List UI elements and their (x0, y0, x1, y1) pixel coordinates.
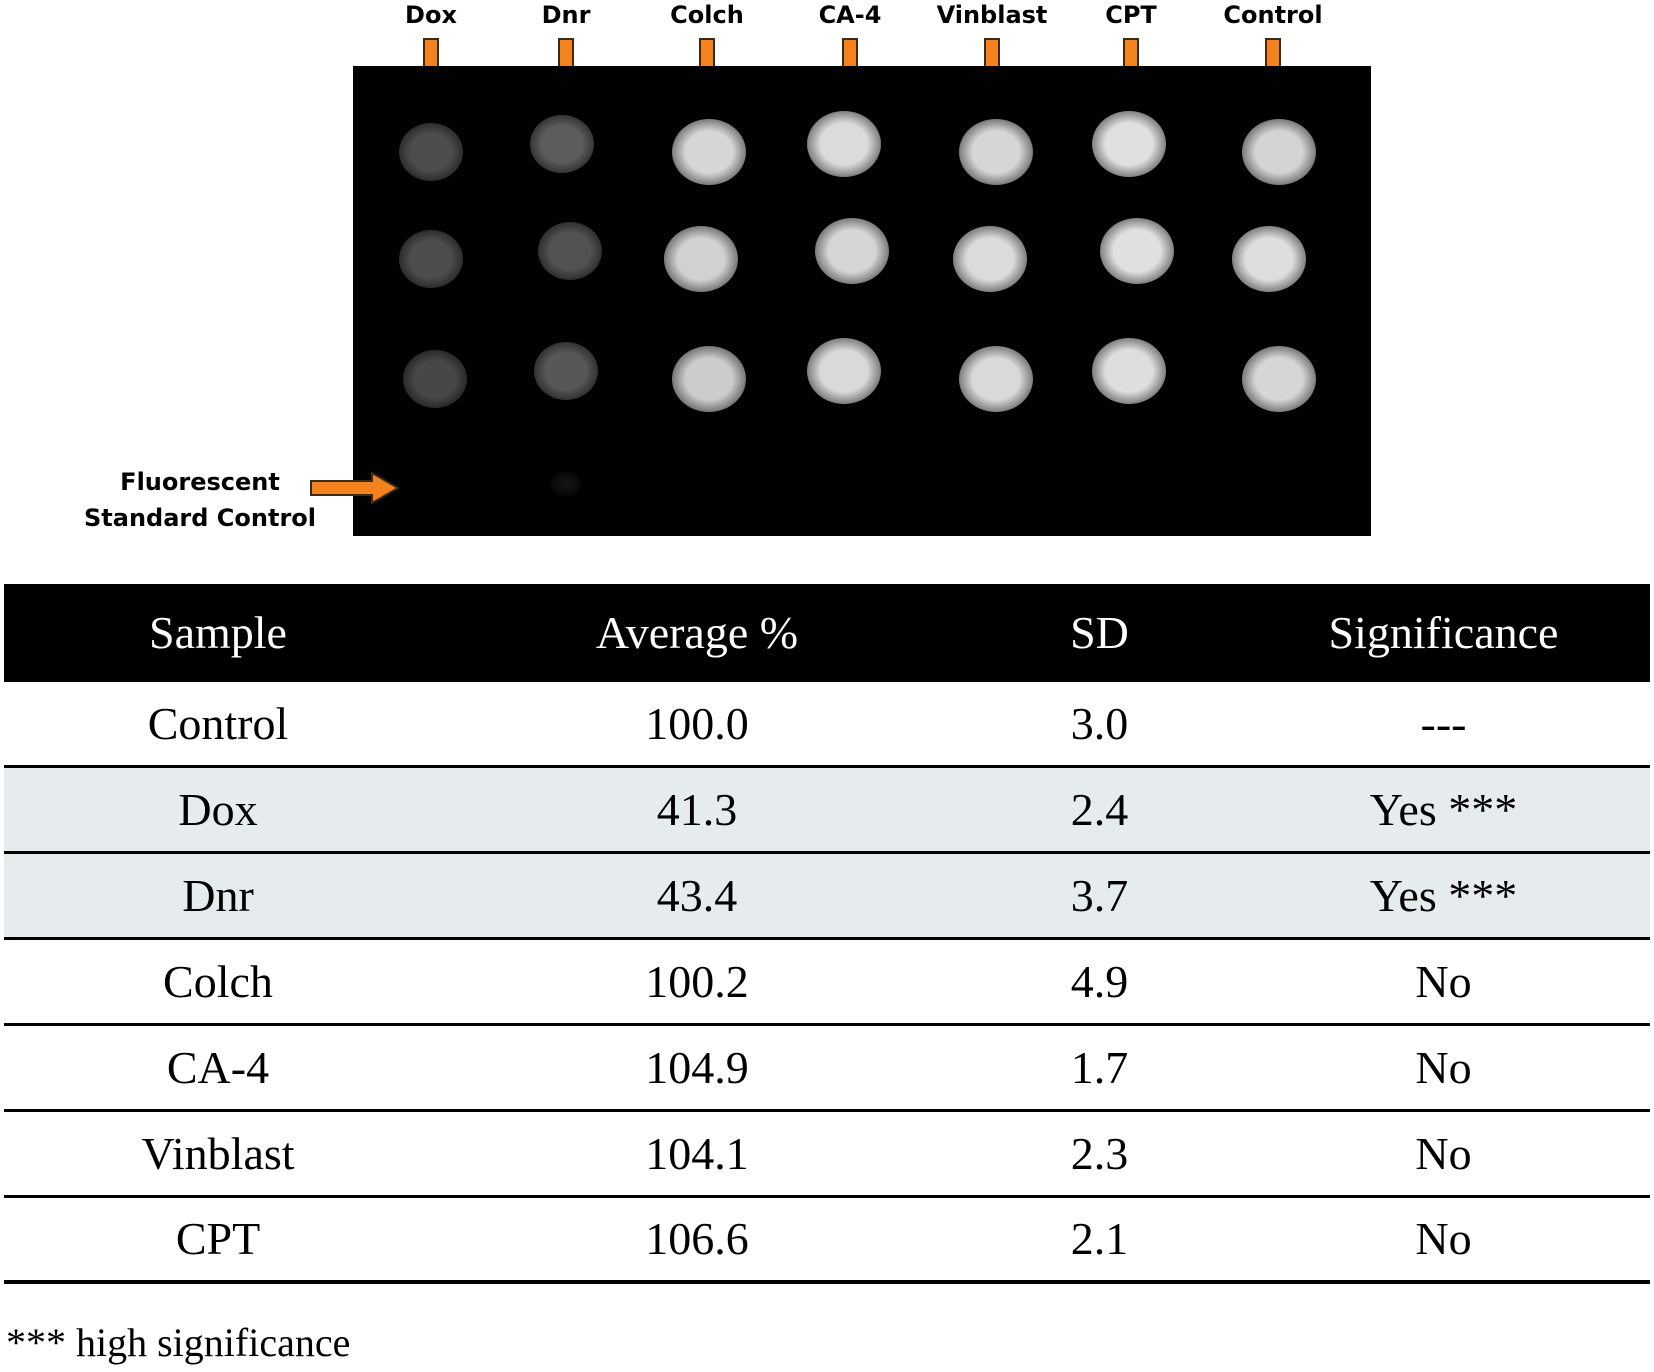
cell-sample: Control (147, 697, 289, 749)
cell-significance: Yes *** (1369, 783, 1518, 835)
blot-spot (815, 218, 889, 284)
cell-sample: Vinblast (141, 1127, 295, 1179)
header-significance: Significance (1328, 607, 1559, 658)
cell-sd: 2.4 (1070, 783, 1129, 835)
blot-spot (399, 230, 463, 288)
blot-spot (959, 346, 1033, 412)
cell-average: 100.0 (645, 697, 749, 749)
blot-spot (538, 222, 602, 280)
blot-spot (530, 115, 594, 173)
cell-sd: 2.3 (1070, 1127, 1129, 1179)
lane-label: CA-4 (818, 1, 882, 29)
results-table: Sample Average % SD Significance Control… (4, 584, 1650, 1284)
lane-label: Dox (405, 1, 457, 29)
cell-sample: CA-4 (166, 1041, 270, 1093)
cell-sample: CPT (175, 1213, 261, 1264)
blot-spot (1242, 346, 1316, 412)
blot-spot (672, 119, 746, 185)
cell-sample: Dnr (182, 869, 254, 921)
table-footnote: *** high significance (6, 1320, 351, 1365)
cell-average: 104.9 (645, 1041, 749, 1093)
blot-spot (807, 111, 881, 177)
lane-label: Dnr (541, 1, 591, 29)
blot-spot (1092, 111, 1166, 177)
table-row: Colch 100.2 4.9 No (4, 940, 1650, 1026)
blot-spot (403, 350, 467, 408)
blot-spot (399, 123, 463, 181)
cell-significance: No (1415, 1213, 1472, 1264)
table-row: Vinblast 104.1 2.3 No (4, 1112, 1650, 1198)
cell-significance: --- (1420, 697, 1467, 749)
blot-spot (664, 226, 738, 292)
lane-label: Control (1223, 1, 1323, 29)
lane-label: Colch (670, 1, 744, 29)
cell-sample: Dox (178, 783, 258, 835)
table-row: CA-4 104.9 1.7 No (4, 1026, 1650, 1112)
fluorescent-standard-label: Fluorescent Standard Control (80, 464, 320, 536)
lane-label: Vinblast (936, 1, 1048, 29)
cell-average: 43.4 (656, 869, 738, 921)
right-arrow-icon (310, 472, 400, 504)
blot-spot (1100, 218, 1174, 284)
cell-significance: No (1415, 955, 1472, 1007)
blot-spot (1092, 338, 1166, 404)
cell-significance: No (1415, 1041, 1472, 1093)
blot-spot (672, 346, 746, 412)
table-body: Control 100.0 3.0 --- Dox 41.3 2.4 Yes *** Dnr 43… (4, 682, 1650, 1284)
table-header-row: Sample Average % SD Significance (4, 584, 1650, 682)
dot-blot-figure: Dox Dnr Colch CA-4 Vinblast CPT Control Fluore… (0, 0, 1654, 545)
header-sample: Sample (149, 607, 287, 658)
cell-average: 104.1 (645, 1127, 749, 1179)
blot-spot (534, 342, 598, 400)
cell-average: 41.3 (656, 783, 738, 835)
standard-label-line1: Fluorescent (120, 468, 280, 496)
lane-label: CPT (1105, 1, 1157, 29)
cell-sd: 3.7 (1070, 869, 1129, 921)
blot-spot (1242, 119, 1316, 185)
blot-spot (959, 119, 1033, 185)
header-sd: SD (1070, 607, 1129, 658)
blot-spot (807, 338, 881, 404)
table-row: Control 100.0 3.0 --- (4, 682, 1650, 768)
cell-significance: Yes *** (1369, 869, 1518, 921)
header-average: Average % (595, 607, 799, 658)
cell-sd: 2.1 (1070, 1213, 1129, 1264)
dot-blot-image (353, 66, 1371, 536)
table-row: Dnr 43.4 3.7 Yes *** (4, 854, 1650, 940)
table-row: CPT 106.6 2.1 No (4, 1198, 1650, 1284)
table-row: Dox 41.3 2.4 Yes *** (4, 768, 1650, 854)
cell-average: 100.2 (645, 955, 749, 1007)
cell-average: 106.6 (645, 1213, 749, 1264)
cell-sd: 1.7 (1070, 1041, 1129, 1093)
standard-spot (551, 472, 581, 496)
cell-sd: 4.9 (1070, 955, 1129, 1007)
standard-label-line2: Standard Control (84, 504, 316, 532)
blot-spot (953, 226, 1027, 292)
cell-significance: No (1415, 1127, 1472, 1179)
cell-sd: 3.0 (1070, 697, 1129, 749)
cell-sample: Colch (163, 955, 273, 1007)
blot-spot (1232, 226, 1306, 292)
